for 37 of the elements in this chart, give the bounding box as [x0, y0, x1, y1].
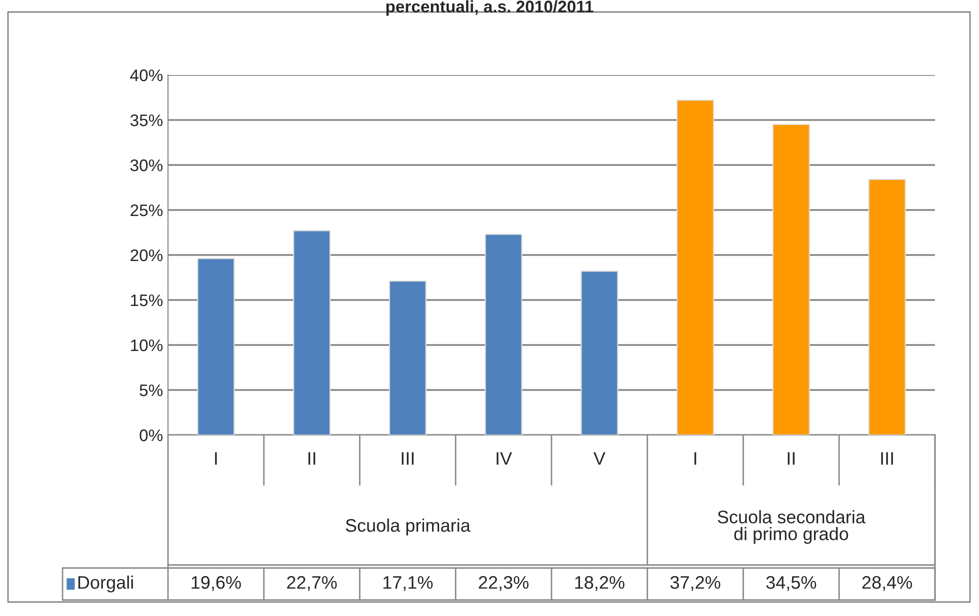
y-tick-label: 35%: [130, 114, 163, 126]
x-tick-label: I: [215, 452, 217, 465]
y-tick-label: 40%: [130, 69, 163, 82]
bar: [772, 124, 810, 435]
bar: [388, 280, 426, 435]
bar: [293, 230, 331, 435]
bar: [484, 234, 522, 435]
text: Scuola primaria: [346, 518, 470, 536]
y-tick-label: 20%: [130, 249, 163, 262]
data-label: 22,3%: [478, 576, 529, 591]
data-label: 34,5%: [766, 576, 816, 591]
y-tick-label: 30%: [130, 159, 163, 172]
x-tick-label: I: [694, 452, 696, 465]
legend-label: Dorgali: [78, 576, 133, 592]
y-tick-label: 10%: [131, 339, 163, 352]
data-label: 37,2%: [670, 576, 720, 591]
x-tick-label: II: [788, 452, 795, 465]
y-tick-label: 15%: [131, 294, 163, 306]
bar: [580, 270, 618, 435]
data-label: 17,1%: [383, 576, 433, 591]
data-label: 19,6%: [192, 576, 241, 591]
bar: [197, 258, 235, 435]
y-tick-label: 5%: [140, 384, 163, 396]
y-tick-label: 0%: [140, 429, 163, 442]
bar: [868, 178, 906, 435]
chart-title: percentuali, a.s. 2010/2011: [386, 0, 594, 16]
x-tick-label: IV: [496, 452, 512, 465]
x-tick-label: III: [881, 452, 893, 465]
y-tick-label: 25%: [130, 204, 163, 216]
data-label: 18,2%: [575, 576, 624, 591]
x-tick-label: II: [308, 452, 316, 465]
bar: [676, 100, 714, 435]
x-tick-label: III: [402, 452, 414, 465]
text: Scuola secondaria di primo grado: [718, 510, 866, 544]
x-tick-label: V: [593, 452, 606, 465]
data-label: 22,7%: [287, 576, 337, 591]
data-label: 28,4%: [862, 576, 912, 591]
